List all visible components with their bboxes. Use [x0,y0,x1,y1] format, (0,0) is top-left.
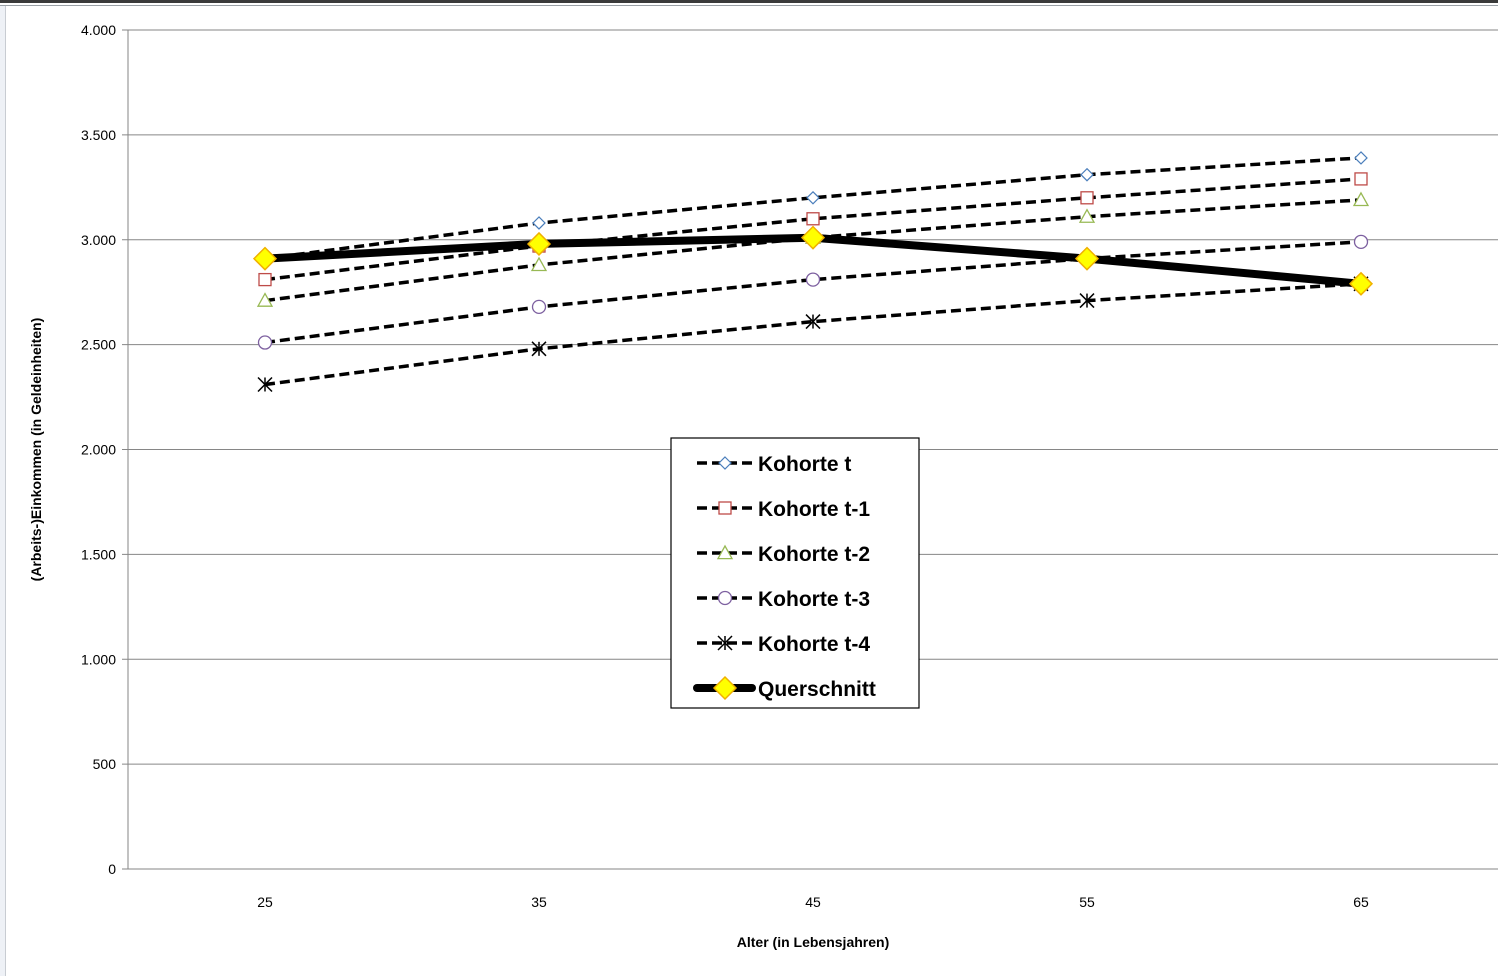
data-point [257,376,273,393]
data-point [257,335,273,350]
legend-marker [718,456,732,470]
window-left-border [0,6,6,976]
legend-marker [717,635,733,651]
data-point [800,225,826,250]
y-tick-label: 1.500 [81,546,116,562]
series-line [264,198,1362,303]
legend-item: Querschnitt [693,675,876,701]
legend: Kohorte t Kohorte t-1 Kohorte t-2 Kohorte t… [670,437,920,709]
y-tick-label: 2.500 [81,337,116,353]
data-point [252,246,278,271]
x-tick-label: 55 [1079,894,1095,910]
data-point [806,190,820,205]
legend-label: Kohorte t-1 [758,498,870,521]
legend-item: Kohorte t-4 [697,633,870,656]
y-tick-label: 1.000 [81,651,116,667]
legend-item: Kohorte t-1 [697,498,870,521]
legend-label: Kohorte t-3 [758,588,870,611]
legend-item: Kohorte t-2 [697,543,870,566]
data-point [1352,191,1370,207]
legend-marker [718,501,732,515]
legend-label: Querschnitt [758,678,876,701]
legend-marker [712,675,738,701]
y-tick-label: 4.000 [81,22,116,38]
series-line [264,177,1362,282]
data-point [1080,191,1094,205]
series-line [264,240,1362,345]
data-point [1348,271,1374,296]
window-top-border [0,0,1498,6]
data-point [526,231,552,257]
x-axis-ticks: 25 35 45 55 65 [257,894,1369,910]
legend-label: Kohorte t-2 [758,543,870,566]
y-tick-label: 0 [108,861,116,877]
legend-marker [717,590,733,606]
legend-label: Kohorte t [758,453,851,476]
y-tick-label: 2.000 [81,442,116,458]
data-point [1080,167,1094,182]
series-group [252,151,1374,393]
y-tick-label: 3.000 [81,232,116,248]
series-5 [257,276,1369,393]
data-point [806,212,820,226]
legend-marker [716,544,734,560]
x-tick-label: 35 [531,894,547,910]
data-point [531,299,547,315]
series-line [264,156,1362,261]
legend-item: Kohorte t [697,453,851,476]
legend-box [670,437,920,709]
data-point [1354,172,1368,186]
y-tick-label: 3.500 [81,127,116,143]
data-point [1078,208,1096,223]
x-tick-label: 65 [1353,894,1369,910]
y-axis-ticks: 0 500 1.000 1.500 2.000 2.500 3.000 3.500 4.000 [81,22,128,877]
data-point [1074,246,1100,271]
series-line [264,282,1362,387]
data-point [532,216,546,230]
y-tick-label: 500 [93,756,117,772]
x-axis-title: Alter (in Lebensjahren) [737,934,889,950]
data-point [256,292,274,307]
series-6 [252,225,1374,296]
data-point [1354,151,1368,165]
data-point [530,256,548,272]
x-tick-label: 45 [805,894,821,910]
data-point [1079,293,1095,309]
x-tick-label: 25 [257,894,273,910]
data-point [805,272,821,287]
data-point [805,314,821,330]
legend-label: Kohorte t-4 [758,633,870,656]
data-point [258,272,272,287]
window-top-edge [0,0,1498,3]
y-axis-title: (Arbeits-)Einkommen (in Geldeinheiten) [28,318,44,582]
data-point [1353,234,1369,249]
data-point [531,341,547,357]
legend-item: Kohorte t-3 [697,588,870,611]
